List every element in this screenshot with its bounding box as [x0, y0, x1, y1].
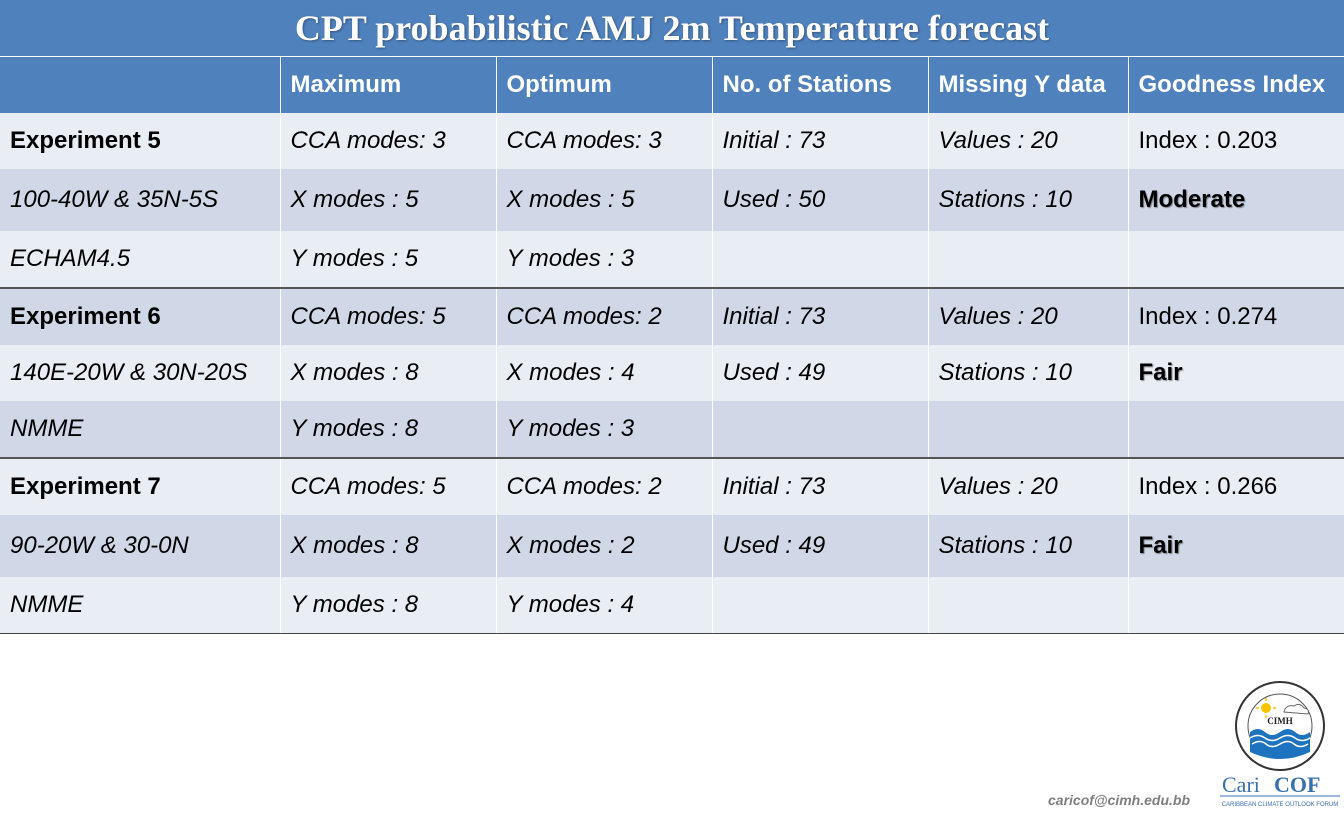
table-row: 100-40W & 35N-5S X modes : 5 X modes : 5… [0, 169, 1344, 231]
header-row: Maximum Optimum No. of Stations Missing … [0, 57, 1344, 113]
table-cell: Y modes : 3 [495, 401, 712, 458]
goodness-rating: Fair [1127, 345, 1344, 401]
table-cell: CCA modes: 3 [279, 113, 496, 169]
table-cell [1127, 231, 1344, 288]
table-cell [1127, 577, 1344, 634]
table-cell: X modes : 5 [495, 169, 712, 231]
table-row: NMME Y modes : 8 Y modes : 4 [0, 577, 1344, 634]
table-cell [711, 577, 928, 634]
table-cell: Y modes : 5 [279, 231, 496, 288]
table-cell: CCA modes: 2 [495, 457, 712, 515]
table-cell: X modes : 5 [279, 169, 496, 231]
domain-cell: 140E-20W & 30N-20S [0, 345, 280, 401]
caricof-logo: CIMH Cari COF CARIBBEAN CLIMATE OUTLOOK … [1218, 680, 1342, 812]
table-cell [927, 577, 1128, 634]
table-cell: X modes : 2 [495, 515, 712, 577]
table-cell: Stations : 10 [927, 345, 1128, 401]
table-cell [711, 231, 928, 288]
goodness-index-value: Index : 0.203 [1127, 113, 1344, 169]
table-cell: Y modes : 3 [495, 231, 712, 288]
table-cell: Stations : 10 [927, 169, 1128, 231]
table-cell: Values : 20 [927, 287, 1128, 345]
table-row: NMME Y modes : 8 Y modes : 3 [0, 401, 1344, 458]
table-row: 90-20W & 30-0N X modes : 8 X modes : 2 U… [0, 515, 1344, 577]
table-cell [927, 231, 1128, 288]
header-cell-stations: No. of Stations [711, 57, 928, 113]
header-cell-goodness: Goodness Index [1127, 57, 1344, 113]
header-cell-missing-y: Missing Y data [927, 57, 1128, 113]
table-cell: Used : 49 [711, 345, 928, 401]
table-cell: Stations : 10 [927, 515, 1128, 577]
svg-text:CIMH: CIMH [1267, 716, 1293, 726]
table-cell: Y modes : 8 [279, 401, 496, 458]
table-cell: CCA modes: 5 [279, 457, 496, 515]
forecast-table: Maximum Optimum No. of Stations Missing … [0, 57, 1344, 634]
slide-title: CPT probabilistic AMJ 2m Temperature for… [0, 0, 1344, 56]
domain-cell: 100-40W & 35N-5S [0, 169, 280, 231]
model-cell: ECHAM4.5 [0, 231, 280, 288]
table-cell [927, 401, 1128, 458]
header-cell-maximum: Maximum [279, 57, 496, 113]
table-row: ECHAM4.5 Y modes : 5 Y modes : 3 [0, 231, 1344, 288]
table-cell: Values : 20 [927, 113, 1128, 169]
table-cell: X modes : 4 [495, 345, 712, 401]
header-cell-empty [0, 57, 280, 113]
table-cell: Y modes : 8 [279, 577, 496, 634]
table-cell [711, 401, 928, 458]
experiment-label: Experiment 5 [0, 113, 280, 169]
table-cell [1127, 401, 1344, 458]
table-row: Experiment 6 CCA modes: 5 CCA modes: 2 I… [0, 287, 1344, 345]
table-cell: Y modes : 4 [495, 577, 712, 634]
table-cell: Initial : 73 [711, 457, 928, 515]
header-cell-optimum: Optimum [495, 57, 712, 113]
goodness-index-value: Index : 0.266 [1127, 457, 1344, 515]
svg-text:CARIBBEAN CLIMATE OUTLOOK FORU: CARIBBEAN CLIMATE OUTLOOK FORUM [1222, 802, 1339, 808]
table-cell: CCA modes: 5 [279, 287, 496, 345]
table-cell: X modes : 8 [279, 345, 496, 401]
experiment-label: Experiment 7 [0, 457, 280, 515]
table-cell: CCA modes: 3 [495, 113, 712, 169]
footer-email: caricof@cimh.edu.bb [1048, 792, 1191, 808]
table-cell: Initial : 73 [711, 287, 928, 345]
table-cell: Initial : 73 [711, 113, 928, 169]
domain-cell: 90-20W & 30-0N [0, 515, 280, 577]
svg-text:COF: COF [1274, 772, 1320, 797]
table-row: Experiment 5 CCA modes: 3 CCA modes: 3 I… [0, 113, 1344, 169]
experiment-label: Experiment 6 [0, 287, 280, 345]
svg-text:Cari: Cari [1222, 772, 1260, 797]
goodness-rating: Moderate [1127, 169, 1344, 231]
cimh-seal-icon: CIMH Cari COF CARIBBEAN CLIMATE OUTLOOK … [1220, 681, 1340, 808]
table-cell: X modes : 8 [279, 515, 496, 577]
model-cell: NMME [0, 577, 280, 634]
model-cell: NMME [0, 401, 280, 458]
table-row: Experiment 7 CCA modes: 5 CCA modes: 2 I… [0, 457, 1344, 515]
table-cell: CCA modes: 2 [495, 287, 712, 345]
goodness-index-value: Index : 0.274 [1127, 287, 1344, 345]
table-cell: Used : 49 [711, 515, 928, 577]
table-cell: Used : 50 [711, 169, 928, 231]
table-cell: Values : 20 [927, 457, 1128, 515]
goodness-rating: Fair [1127, 515, 1344, 577]
table-row: 140E-20W & 30N-20S X modes : 8 X modes :… [0, 345, 1344, 401]
